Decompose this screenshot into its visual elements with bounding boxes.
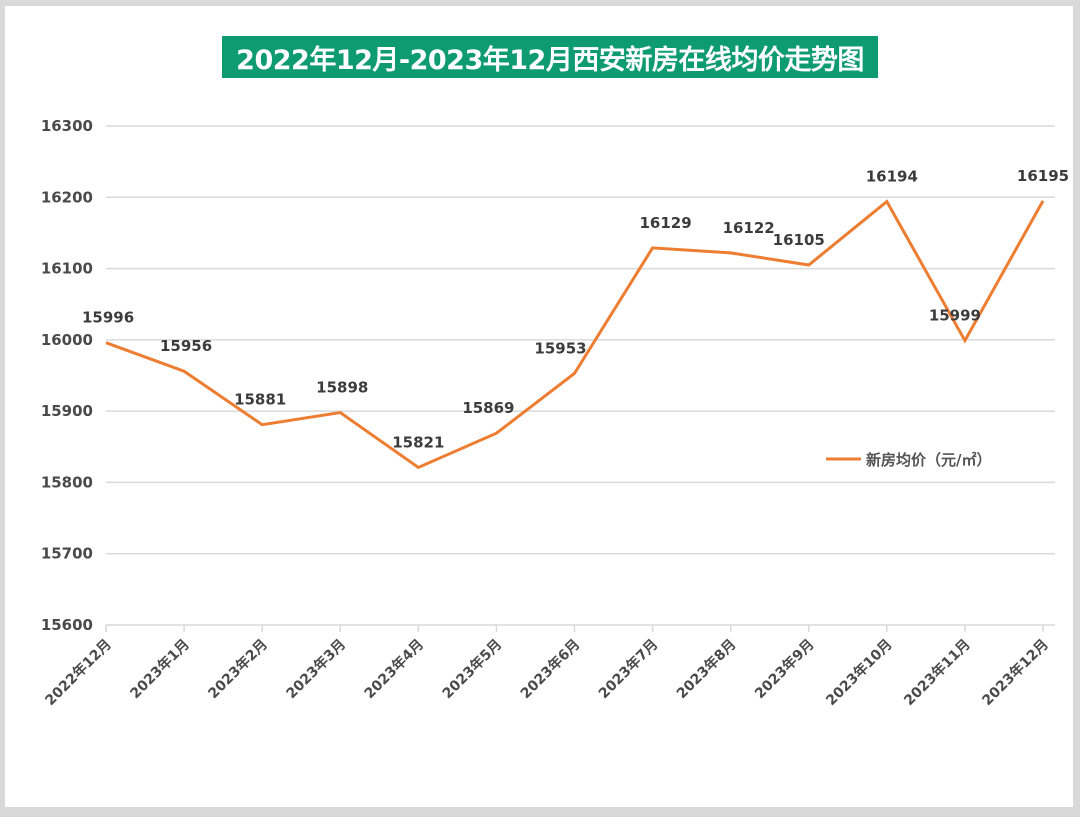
series-line-new-home-price bbox=[105, 199, 1045, 470]
y-tick-label: 15800 bbox=[41, 473, 93, 491]
x-tick-label: 2023年11月 bbox=[901, 636, 974, 709]
y-tick-label: 15700 bbox=[41, 545, 93, 563]
data-label: 15821 bbox=[392, 433, 444, 451]
x-tick-label: 2023年1月 bbox=[127, 636, 193, 702]
data-label: 16105 bbox=[773, 231, 825, 249]
y-tick-label: 15900 bbox=[41, 402, 93, 420]
data-label: 15898 bbox=[316, 379, 368, 397]
x-tick-label: 2023年7月 bbox=[595, 636, 661, 702]
x-tick-label: 2023年12月 bbox=[979, 636, 1052, 709]
data-label: 15869 bbox=[462, 399, 514, 417]
chart-title: 2022年12月-2023年12月西安新房在线均价走势图 bbox=[222, 36, 878, 78]
y-tick-label: 15600 bbox=[41, 616, 93, 634]
data-label: 15996 bbox=[82, 309, 134, 327]
data-label: 16122 bbox=[723, 219, 775, 237]
x-tick-label: 2023年4月 bbox=[361, 636, 427, 702]
legend-label: 新房均价（元/㎡） bbox=[866, 451, 991, 469]
data-label: 16194 bbox=[866, 168, 918, 186]
data-label: 16129 bbox=[639, 214, 691, 232]
data-label: 15881 bbox=[234, 391, 286, 409]
y-tick-label: 16100 bbox=[41, 260, 93, 278]
x-tick-label: 2023年6月 bbox=[517, 636, 583, 702]
data-label: 15999 bbox=[929, 307, 981, 325]
x-tick-label: 2023年8月 bbox=[673, 636, 739, 702]
y-tick-label: 16000 bbox=[41, 331, 93, 349]
data-label: 15953 bbox=[534, 339, 586, 357]
x-axis: 2022年12月 2023年1月 2023年2月 2023年3月 2023年4月 2023… bbox=[42, 625, 1052, 709]
x-tick-label: 2023年5月 bbox=[439, 636, 505, 702]
chart-panel bbox=[5, 6, 1073, 807]
x-tick-label: 2022年12月 bbox=[42, 636, 115, 709]
y-tick-label: 16200 bbox=[41, 188, 93, 206]
y-tick-label: 16300 bbox=[41, 117, 93, 135]
x-tick-label: 2023年10月 bbox=[823, 636, 896, 709]
x-tick-label: 2023年3月 bbox=[283, 636, 349, 702]
data-label: 16195 bbox=[1017, 167, 1069, 185]
legend: 新房均价（元/㎡） bbox=[826, 451, 991, 469]
data-labels: 15996 15956 15881 15898 15821 15869 15953 16129… bbox=[82, 167, 1069, 452]
x-tick-label: 2023年9月 bbox=[751, 636, 817, 702]
x-tick-label: 2023年2月 bbox=[205, 636, 271, 702]
gridlines bbox=[106, 125, 1055, 626]
y-axis: 15600 15700 15800 15900 16000 16100 16200 16300 bbox=[41, 117, 93, 634]
data-label: 15956 bbox=[160, 337, 212, 355]
